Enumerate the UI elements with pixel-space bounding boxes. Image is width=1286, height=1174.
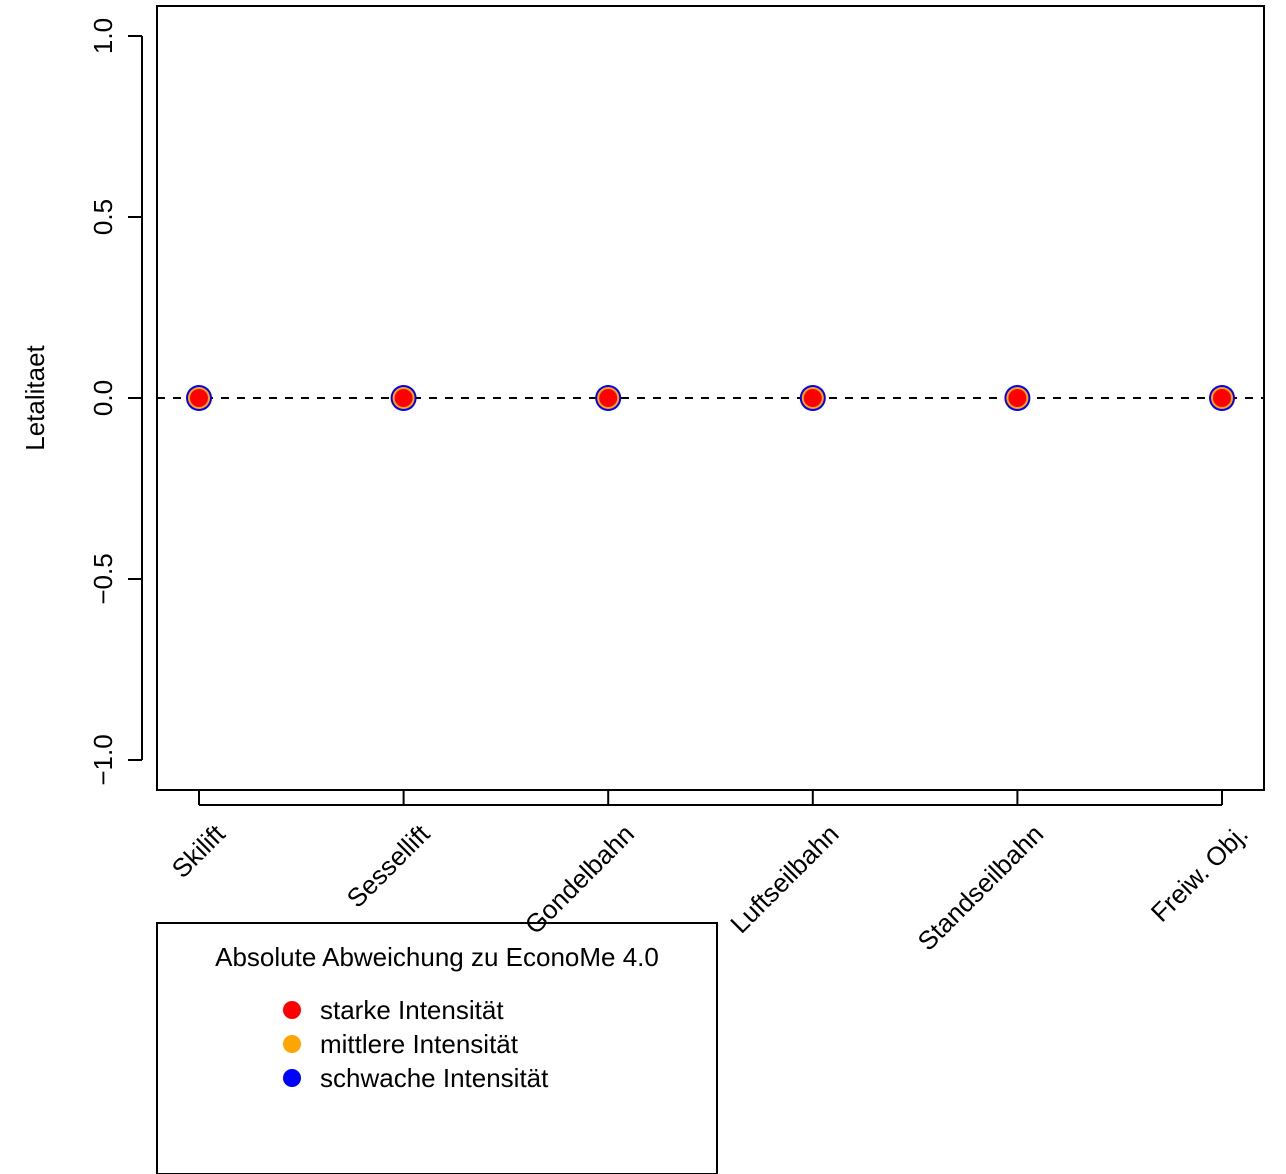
data-point bbox=[1213, 389, 1231, 407]
x-tick-label: Gondelbahn bbox=[519, 819, 640, 940]
x-axis: Skilift Sessellift Gondelbahn Luftseilbahn S… bbox=[166, 790, 1254, 956]
y-tick-label: −0.5 bbox=[88, 553, 118, 604]
x-tick-label: Luftseilbahn bbox=[724, 819, 844, 939]
data-point bbox=[1008, 389, 1027, 407]
y-tick-label: 1.0 bbox=[88, 18, 118, 54]
data-point bbox=[190, 389, 208, 407]
data-point bbox=[394, 389, 413, 407]
x-tick-label: Sessellift bbox=[341, 818, 436, 913]
legend-label: schwache Intensität bbox=[320, 1063, 549, 1093]
y-axis: −1.0 −0.5 0.0 0.5 1.0 bbox=[88, 18, 143, 786]
y-tick-label: 0.0 bbox=[88, 380, 118, 416]
legend-label: mittlere Intensität bbox=[320, 1029, 519, 1059]
legend-marker bbox=[283, 1069, 301, 1087]
x-tick-label: Freiw. Obj. bbox=[1145, 819, 1254, 928]
legend-label: starke Intensität bbox=[320, 995, 504, 1025]
legend-box bbox=[156, 922, 718, 1174]
data-point bbox=[599, 389, 618, 407]
legend-title: Absolute Abweichung zu EconoMe 4.0 bbox=[215, 942, 659, 972]
x-tick-label: Skilift bbox=[166, 818, 232, 884]
legend: Absolute Abweichung zu EconoMe 4.0 stark… bbox=[156, 922, 718, 1174]
y-tick-label: −1.0 bbox=[88, 734, 118, 785]
y-axis-title: Letalitaet bbox=[20, 344, 50, 450]
data-point bbox=[803, 389, 822, 407]
data-points bbox=[186, 385, 1235, 411]
y-tick-label: 0.5 bbox=[88, 199, 118, 235]
legend-marker bbox=[283, 1001, 301, 1019]
x-tick-label: Standseilbahn bbox=[911, 819, 1049, 957]
legend-items: starke Intensität mittlere Intensität schw… bbox=[283, 995, 549, 1093]
legend-marker bbox=[283, 1035, 301, 1053]
